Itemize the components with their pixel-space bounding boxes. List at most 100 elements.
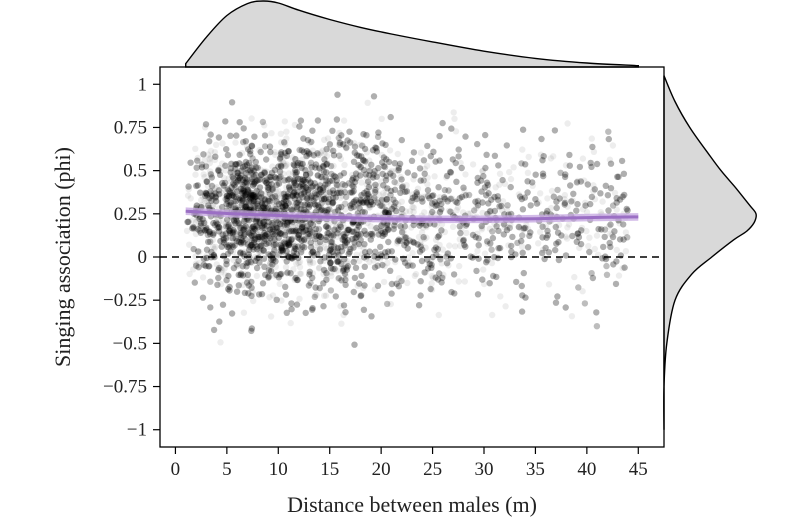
scatter-point	[451, 243, 459, 250]
scatter-point	[422, 269, 430, 276]
scatter-point	[536, 228, 544, 236]
scatter-point	[219, 218, 226, 225]
scatter-point	[607, 230, 614, 237]
scatter-point	[574, 177, 581, 185]
scatter-point	[427, 257, 435, 265]
scatter-point	[486, 225, 494, 232]
scatter-point	[307, 232, 314, 239]
scatter-point	[316, 264, 323, 271]
scatter-point	[387, 300, 394, 308]
scatter-point	[306, 139, 313, 147]
scatter-point	[399, 186, 406, 193]
scatter-point	[328, 269, 335, 276]
scatter-point	[409, 249, 416, 257]
scatter-point	[461, 278, 468, 285]
scatter-point	[383, 227, 390, 235]
scatter-point	[360, 244, 367, 252]
scatter-point	[351, 139, 358, 147]
scatter-point	[278, 239, 285, 247]
scatter-point	[296, 221, 303, 228]
scatter-point	[245, 223, 253, 230]
scatter-point	[256, 203, 263, 210]
scatter-point	[279, 159, 286, 166]
scatter-point	[199, 274, 207, 281]
scatter-point	[448, 195, 456, 202]
scatter-point	[296, 183, 303, 190]
scatter-point	[235, 222, 242, 230]
scatter-point	[320, 257, 328, 265]
scatter-point	[450, 109, 457, 116]
scatter-point	[380, 203, 388, 211]
scatter-point	[278, 230, 285, 237]
scatter-point	[486, 208, 493, 215]
scatter-point	[209, 196, 217, 203]
scatter-point	[406, 261, 413, 269]
scatter-point	[264, 238, 271, 245]
scatter-point	[537, 151, 545, 158]
scatter-point	[524, 169, 532, 176]
scatter-point	[314, 219, 322, 227]
scatter-point	[196, 203, 203, 210]
scatter-point	[365, 232, 372, 240]
scatter-point	[438, 260, 445, 267]
scatter-point	[249, 170, 256, 177]
scatter-point	[290, 224, 297, 231]
scatter-point	[192, 260, 200, 267]
scatter-point	[240, 249, 248, 257]
scatter-point	[277, 151, 285, 158]
scatter-point	[258, 176, 265, 183]
scatter-point	[229, 203, 236, 210]
scatter-point	[298, 245, 305, 253]
scatter-point	[240, 182, 248, 189]
scatter-point	[267, 267, 274, 275]
scatter-point	[374, 196, 381, 204]
scatter-point	[378, 115, 385, 123]
scatter-point	[395, 275, 403, 282]
scatter-point	[245, 163, 253, 170]
scatter-point	[241, 166, 249, 173]
scatter-point	[272, 151, 279, 158]
scatter-point	[196, 248, 203, 255]
scatter-point	[321, 136, 328, 143]
scatter-point	[313, 291, 320, 299]
scatter-point	[278, 139, 285, 146]
scatter-point	[201, 217, 208, 225]
scatter-point	[422, 193, 430, 200]
scatter-point	[262, 222, 269, 229]
scatter-point	[321, 190, 328, 198]
scatter-point	[469, 161, 477, 168]
scatter-point	[343, 145, 350, 152]
scatter-point	[334, 245, 341, 252]
scatter-point	[292, 173, 300, 180]
scatter-point	[225, 229, 232, 236]
scatter-point	[231, 201, 239, 208]
scatter-point	[273, 244, 280, 251]
scatter-point	[251, 180, 258, 187]
scatter-point	[282, 241, 289, 248]
scatter-point	[259, 199, 267, 206]
scatter-point	[356, 242, 364, 250]
scatter-point	[314, 172, 322, 179]
scatter-point	[255, 219, 262, 226]
scatter-point	[367, 223, 374, 230]
scatter-point	[309, 147, 316, 154]
scatter-point	[269, 201, 276, 208]
scatter-point	[283, 218, 290, 225]
scatter-point	[314, 172, 321, 179]
scatter-point	[207, 191, 215, 199]
scatter-point	[240, 202, 248, 210]
scatter-point	[293, 260, 300, 267]
scatter-point	[249, 220, 256, 227]
scatter-point	[421, 165, 428, 173]
scatter-point	[219, 160, 226, 167]
scatter-point	[296, 295, 303, 302]
scatter-point	[206, 156, 213, 163]
scatter-point	[616, 220, 623, 227]
scatter-point	[306, 260, 314, 267]
scatter-point	[289, 188, 296, 196]
scatter-point	[271, 203, 279, 211]
scatter-point	[259, 236, 266, 243]
scatter-point	[426, 260, 433, 267]
scatter-point	[431, 173, 438, 180]
scatter-point	[241, 202, 249, 210]
